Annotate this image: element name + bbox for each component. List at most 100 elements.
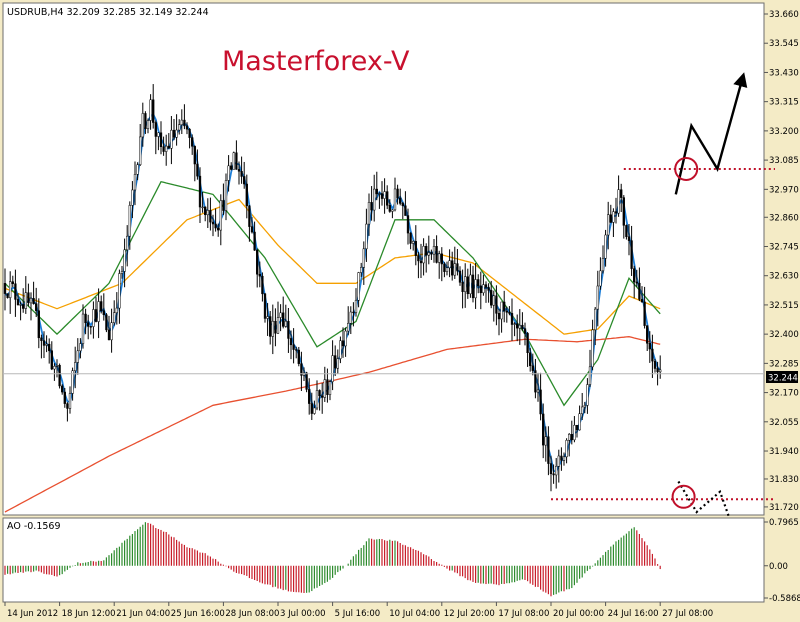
candle-body [193,146,196,165]
candle-body [409,232,412,244]
candle-body [419,260,423,264]
candle-body [393,188,397,211]
candle-body [357,272,360,301]
candle-body [399,197,402,204]
candle-body [630,240,633,269]
candle-body [367,202,371,225]
current-price-box [766,371,798,383]
price-axis: 33.660 33.545 33.430 33.315 33.200 33.085 32.9… [764,10,799,513]
candle-body [24,292,27,309]
candle-body [139,136,142,165]
candle-body [282,312,285,327]
candle-body [443,263,446,272]
candle-body [118,273,121,309]
candle-body [55,364,59,367]
candle-body [448,260,451,269]
candle-body [321,395,324,398]
candle-body [633,268,636,283]
candle-body [456,263,459,272]
candle-body [243,176,246,185]
candle-body [464,276,467,292]
candle-body [497,313,501,320]
candle-body [440,253,443,265]
time-tick-label: 17 Jul 08:00 [498,609,549,619]
candle-body [625,225,628,237]
time-tick-label: 14 Jun 2012 [7,609,58,619]
candle-body [451,260,454,276]
ao-axis: 0.7965 0.00 -0.5868 [764,518,800,604]
candle-body [362,248,365,268]
candle-body [297,349,300,364]
candle-body [253,231,256,251]
candle-body [276,317,280,334]
candle-body [412,241,415,244]
candle-body [594,308,597,331]
candle-body [29,298,33,304]
price-tick-label: 32.860 [769,213,799,223]
price-tick-label: 31.830 [769,475,799,485]
price-tick-label: 33.315 [769,98,799,108]
candle-body [591,329,594,368]
candle-body [206,210,209,216]
symbol-header: USDRUB,H4 32.209 32.285 32.149 32.244 [7,7,209,18]
time-tick-label: 28 Jun 08:00 [225,609,279,619]
candle-body [97,301,100,322]
price-tick-label: 32.400 [769,330,799,340]
candle-body [406,215,410,234]
candle-body [58,364,61,387]
price-tick-label: 32.745 [769,242,799,252]
candle-body [63,391,66,404]
candle-body [128,205,131,237]
candle-body [230,165,233,170]
candle-body [224,180,228,211]
time-tick-label: 24 Jul 16:00 [608,609,659,619]
candle-body [466,276,469,295]
candle-body [152,99,155,123]
candle-body [565,440,568,458]
candle-body [544,436,547,446]
candle-body [365,223,368,250]
candle-body [211,221,215,225]
candle-body [422,246,425,264]
candle-body [596,285,599,310]
candle-body [425,246,428,256]
candle-body [131,189,134,206]
candle-body [474,279,477,299]
candle-body [601,258,605,272]
candle-body [646,325,649,344]
candle-body [9,281,12,298]
candle-body [79,343,82,352]
price-tick-label: 32.970 [769,185,799,195]
candle-body [32,298,35,304]
candle-body [61,385,64,393]
candle-body [326,379,329,395]
candle-body [430,252,433,255]
candle-body [570,434,573,441]
time-tick-label: 12 Jul 20:00 [444,609,495,619]
candle-body [622,197,625,226]
ao-tick-label: -0.5868 [769,594,800,604]
candle-body [315,390,319,409]
candle-body [427,252,430,256]
candle-body [3,283,7,294]
candle-body [180,119,183,126]
candle-body [640,299,644,303]
candle-body [217,227,220,231]
price-tick-label: 32.515 [769,301,799,311]
candle-body [490,290,493,306]
candle-body [521,324,524,329]
candle-body [417,255,420,262]
candle-body [40,337,43,341]
candle-body [292,344,295,350]
candle-body [549,463,553,475]
candle-body [588,366,592,385]
candle-body [48,343,51,351]
price-tick-label: 32.285 [769,359,799,369]
candle-body [568,434,571,441]
candle-body [531,365,534,371]
candle-body [513,323,516,325]
candle-body [373,188,376,211]
current-price-label: 32.244 [768,374,798,384]
candle-body [19,304,22,306]
